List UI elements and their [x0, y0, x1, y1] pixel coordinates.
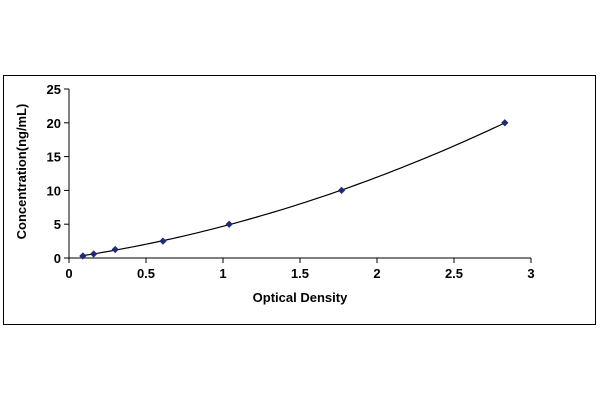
y-tick-label: 25 [47, 82, 61, 97]
y-tick-label: 20 [47, 116, 61, 131]
x-tick-label: 3 [527, 266, 534, 281]
data-point [90, 250, 98, 258]
x-tick-label: 2 [373, 266, 380, 281]
y-tick-label: 0 [54, 251, 61, 266]
x-tick-label: 2.5 [445, 266, 463, 281]
data-point [225, 220, 233, 228]
chart-frame [3, 75, 596, 325]
trend-curve [82, 122, 506, 257]
data-point [79, 252, 87, 260]
x-tick-label: 0.5 [137, 266, 155, 281]
y-tick-label: 15 [47, 150, 61, 165]
x-axis: 0 0.5 1 1.5 2 2.5 3 [65, 257, 535, 281]
data-point [111, 245, 119, 254]
x-tick-label: 0 [65, 266, 72, 281]
data-points [79, 119, 509, 260]
y-axis-title: Concentration(ng/mL) [14, 104, 29, 240]
data-point [337, 186, 346, 195]
x-tick-label: 1 [219, 266, 226, 281]
y-axis: 0 5 10 15 20 25 [47, 82, 70, 266]
y-tick-label: 10 [47, 183, 61, 198]
data-point [159, 237, 167, 245]
data-point [501, 119, 509, 127]
trend-curve-path [82, 122, 506, 257]
x-axis-title: Optical Density [253, 290, 348, 305]
y-tick-label: 5 [54, 217, 61, 232]
x-tick-label: 1.5 [291, 266, 309, 281]
